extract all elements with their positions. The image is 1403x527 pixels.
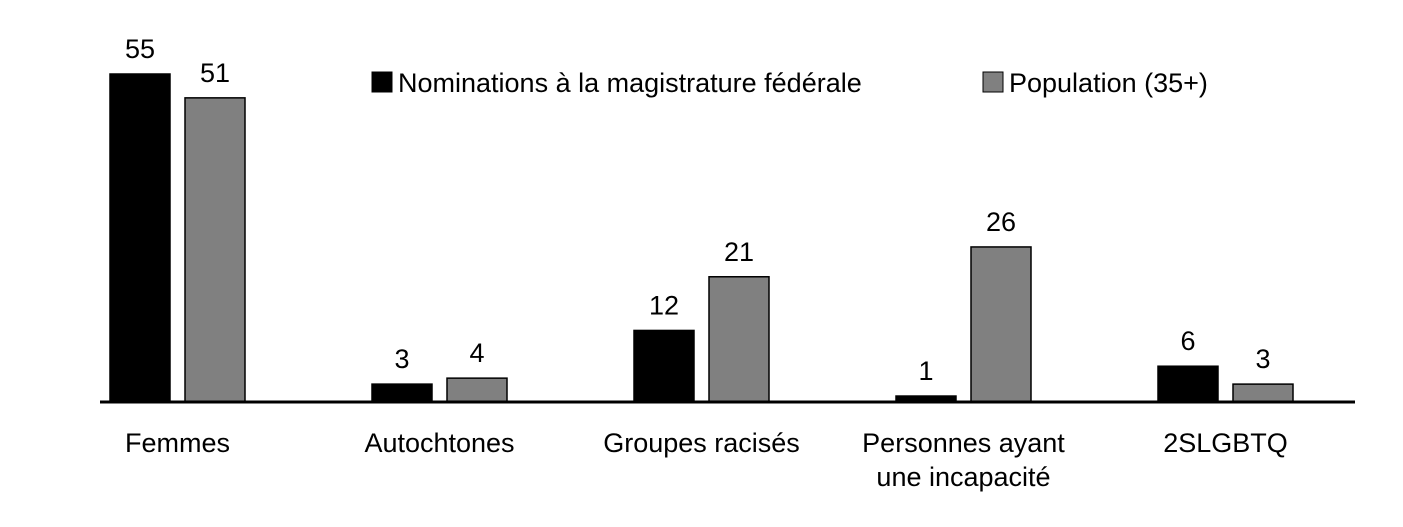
bar-series-1-cat-5: [1157, 365, 1219, 403]
legend: Nominations à la magistrature fédérale P…: [371, 68, 1208, 98]
value-label-series-1-cat-1: 55: [125, 34, 155, 64]
value-label-series-2-cat-4: 26: [986, 207, 1016, 237]
value-label-series-2-cat-5: 3: [1255, 344, 1270, 374]
bar-series-1-cat-1: [109, 73, 171, 403]
bar-series-2-cat-2: [446, 377, 508, 403]
legend-swatch-series-1: [371, 71, 393, 93]
category-label-1: Femmes: [125, 428, 230, 458]
bar-series-2-cat-1: [184, 97, 246, 403]
category-label-3: Groupes racisés: [603, 428, 800, 458]
bar-series-2-cat-4: [970, 246, 1032, 403]
legend-label-series-1: Nominations à la magistrature fédérale: [398, 68, 862, 98]
value-label-series-2-cat-1: 51: [200, 58, 230, 88]
category-label-5: 2SLGBTQ: [1163, 428, 1288, 458]
category-labels-group: Femmes Autochtones Groupes racisés Personne…: [125, 428, 1288, 492]
bar-series-2-cat-3: [708, 276, 770, 403]
value-label-series-1-cat-4: 1: [918, 356, 933, 386]
bars-group: [109, 73, 1294, 403]
value-label-series-2-cat-3: 21: [724, 237, 754, 267]
legend-label-series-2: Population (35+): [1009, 68, 1208, 98]
bar-series-2-cat-5: [1232, 383, 1294, 403]
bar-series-1-cat-2: [371, 383, 433, 403]
value-label-series-1-cat-3: 12: [649, 290, 679, 320]
value-label-series-1-cat-5: 6: [1180, 326, 1195, 356]
value-label-series-1-cat-2: 3: [394, 344, 409, 374]
legend-swatch-series-2: [982, 71, 1004, 93]
value-labels-group: 55 3 12 1 6 51 4 21 26 3: [125, 34, 1271, 386]
bar-series-1-cat-3: [633, 329, 695, 403]
value-label-series-2-cat-2: 4: [469, 338, 484, 368]
category-label-4: Personnes ayant une incapacité: [862, 428, 1065, 492]
category-label-2: Autochtones: [364, 428, 514, 458]
